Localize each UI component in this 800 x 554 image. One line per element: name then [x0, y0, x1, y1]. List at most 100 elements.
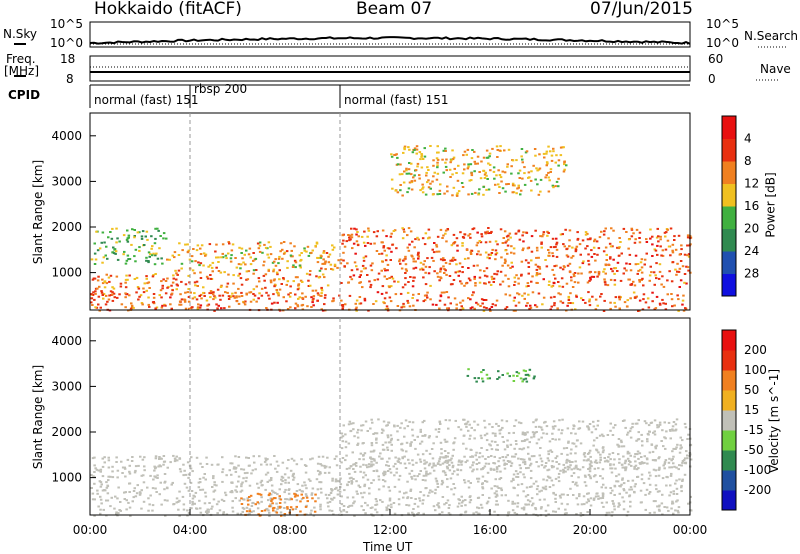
heatmap-cell	[352, 463, 355, 466]
heatmap-cell	[125, 508, 128, 511]
heatmap-cell	[202, 252, 206, 255]
heatmap-cell	[314, 493, 317, 496]
heatmap-cell	[198, 306, 202, 309]
heatmap-cell	[674, 423, 678, 426]
heatmap-cell	[629, 436, 633, 439]
heatmap-cell	[517, 277, 520, 280]
heatmap-cell	[523, 461, 527, 463]
heatmap-cell	[419, 460, 423, 463]
heatmap-cell	[611, 511, 614, 514]
heatmap-cell	[95, 306, 99, 309]
heatmap-cell	[267, 499, 270, 502]
heatmap-cell	[601, 468, 605, 471]
heatmap-cell	[595, 461, 599, 464]
heatmap-cell	[523, 432, 527, 435]
heatmap-cell	[213, 309, 216, 312]
heatmap-cell	[597, 495, 600, 498]
heatmap-cell	[289, 469, 293, 472]
heatmap-cell	[520, 507, 524, 510]
heatmap-cell	[575, 295, 578, 298]
power-colorbar-label: Power [dB]	[763, 172, 778, 238]
heatmap-cell	[630, 235, 634, 238]
heatmap-cell	[323, 303, 326, 306]
heatmap-cell	[185, 486, 189, 489]
heatmap-cell	[624, 469, 627, 472]
heatmap-cell	[322, 258, 325, 261]
heatmap-cell	[657, 235, 660, 238]
heatmap-cell	[326, 456, 329, 459]
heatmap-cell	[506, 252, 509, 255]
heatmap-cell	[666, 279, 669, 282]
heatmap-cell	[564, 228, 567, 231]
heatmap-cell	[590, 275, 594, 278]
heatmap-cell	[232, 467, 236, 470]
heatmap-cell	[641, 444, 644, 447]
heatmap-cell	[301, 292, 304, 295]
heatmap-cell	[521, 431, 525, 434]
heatmap-cell	[680, 490, 683, 493]
heatmap-cell	[492, 277, 496, 280]
heatmap-cell	[586, 232, 589, 235]
heatmap-cell	[109, 231, 112, 233]
heatmap-cell	[575, 513, 578, 516]
heatmap-cell	[470, 449, 473, 451]
heatmap-cell	[418, 174, 421, 177]
heatmap-cell	[462, 442, 465, 445]
heatmap-cell	[262, 264, 265, 267]
heatmap-cell	[581, 420, 585, 423]
heatmap-cell	[408, 243, 411, 246]
heatmap-cell	[241, 481, 244, 484]
heatmap-cell	[446, 190, 449, 193]
heatmap-cell	[461, 236, 465, 238]
heatmap-cell	[672, 512, 675, 515]
heatmap-cell	[386, 446, 389, 449]
heatmap-cell	[175, 455, 178, 458]
heatmap-cell	[451, 158, 455, 161]
heatmap-cell	[664, 302, 667, 305]
heatmap-cell	[588, 423, 592, 425]
heatmap-cell	[300, 304, 304, 307]
heatmap-cell	[187, 512, 191, 514]
heatmap-cell	[617, 444, 620, 447]
heatmap-cell	[91, 457, 95, 460]
heatmap-cell	[231, 481, 234, 484]
heatmap-cell	[351, 451, 354, 454]
heatmap-cell	[516, 505, 519, 508]
heatmap-cell	[172, 503, 176, 505]
heatmap-cell	[634, 238, 637, 241]
heatmap-cell	[397, 498, 401, 501]
heatmap-cell	[601, 477, 604, 480]
heatmap-cell	[96, 287, 99, 290]
heatmap-cell	[278, 502, 282, 504]
heatmap-cell	[461, 271, 464, 274]
heatmap-cell	[470, 174, 474, 177]
heatmap-cell	[94, 306, 97, 309]
heatmap-cell	[351, 496, 355, 499]
heatmap-cell	[300, 252, 303, 254]
heatmap-cell	[311, 301, 314, 304]
heatmap-cell	[457, 274, 460, 277]
heatmap-cell	[456, 469, 459, 471]
heatmap-cell	[438, 193, 442, 195]
heatmap-cell	[483, 419, 486, 422]
heatmap-cell	[233, 296, 237, 299]
heatmap-cell	[441, 237, 444, 239]
heatmap-cell	[478, 452, 482, 455]
heatmap-cell	[397, 280, 400, 283]
heatmap-cell	[582, 260, 585, 263]
heatmap-cell	[566, 427, 570, 430]
heatmap-cell	[526, 446, 530, 449]
heatmap-cell	[400, 306, 403, 309]
heatmap-cell	[602, 310, 606, 312]
heatmap-cell	[673, 465, 676, 468]
heatmap-cell	[285, 300, 288, 303]
heatmap-cell	[434, 428, 438, 431]
heatmap-cell	[425, 470, 428, 473]
heatmap-cell	[420, 155, 423, 158]
heatmap-cell	[319, 472, 322, 475]
heatmap-cell	[438, 421, 442, 424]
heatmap-cell	[269, 493, 273, 496]
heatmap-cell	[303, 247, 306, 250]
heatmap-cell	[460, 463, 463, 466]
heatmap-cell	[350, 465, 353, 468]
